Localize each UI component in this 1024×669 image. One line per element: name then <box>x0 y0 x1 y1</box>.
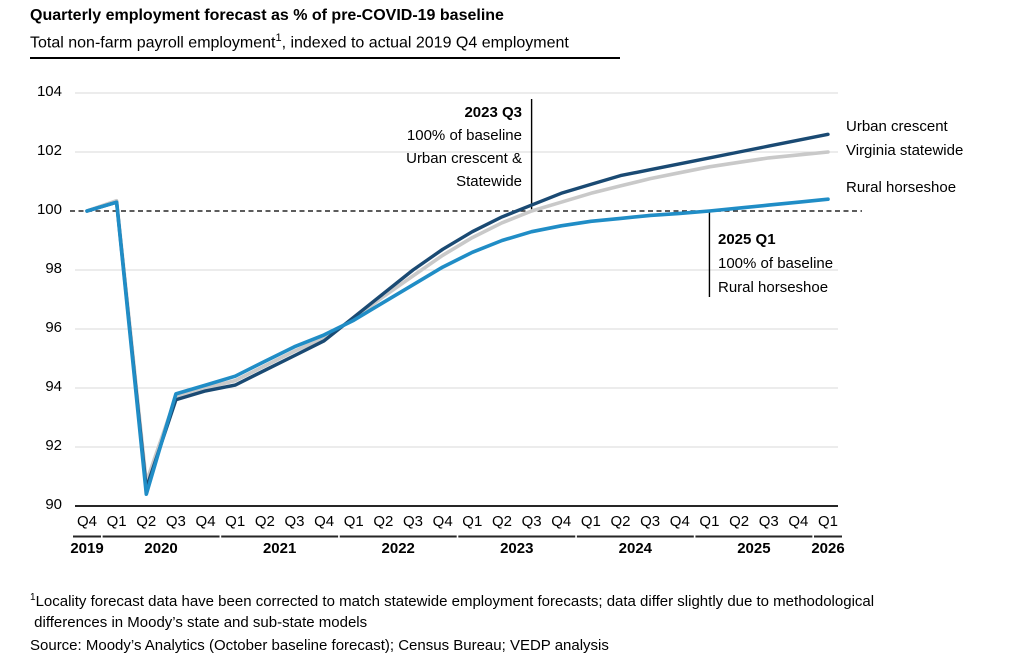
y-tick-94: 94 <box>45 378 62 395</box>
footnote-sup: 1 <box>30 592 36 603</box>
y-tick-102: 102 <box>36 142 62 159</box>
x-tick-2020-Q2: Q2 <box>136 513 157 530</box>
x-tick-2026-Q1: Q1 <box>817 513 838 530</box>
title-underline <box>30 57 620 59</box>
annotation-2025-q1-title: 2025 Q1 <box>718 231 776 248</box>
x-tick-2025-Q4: Q4 <box>788 513 809 530</box>
footnote-line2: differences in Moody’s state and sub-sta… <box>30 614 368 631</box>
x-tick-2025-Q3: Q3 <box>758 513 779 530</box>
x-tick-2024-Q4: Q4 <box>669 513 690 530</box>
x-tick-2022-Q3: Q3 <box>403 513 424 530</box>
x-year-label-2021: 2021 <box>262 540 297 557</box>
chart-subtitle: Total non-farm payroll employment1, inde… <box>30 32 569 52</box>
x-tick-2020-Q4: Q4 <box>195 513 216 530</box>
annotation-2023-q3-line1: 100% of baseline <box>406 127 522 144</box>
annotation-2025-q1: 2025 Q1 100% of baseline Rural horseshoe <box>718 228 833 300</box>
footnote-text1: Locality forecast data have been correct… <box>35 593 875 610</box>
x-year-label-2022: 2022 <box>381 540 415 557</box>
footnote-line1: 1Locality forecast data have been correc… <box>30 592 874 610</box>
x-tick-2024-Q1: Q1 <box>580 513 601 530</box>
source-line: Source: Moody’s Analytics (October basel… <box>30 637 609 654</box>
y-tick-100: 100 <box>36 201 62 218</box>
x-tick-2020-Q1: Q1 <box>106 513 127 530</box>
x-tick-2024-Q2: Q2 <box>610 513 631 530</box>
y-tick-96: 96 <box>45 319 62 336</box>
annotation-2023-q3-line3: Statewide <box>456 173 522 190</box>
subtitle-text: Total non-farm payroll employment <box>30 34 276 52</box>
legend-label-urban-crescent: Urban crescent <box>846 118 948 135</box>
x-tick-2023-Q1: Q1 <box>462 513 483 530</box>
annotation-2023-q3: 2023 Q3 100% of baseline Urban crescent … <box>322 101 522 193</box>
annotation-2023-q3-line2: Urban crescent & <box>406 150 522 167</box>
x-tick-2020-Q3: Q3 <box>165 513 186 530</box>
series-line-virginia-statewide <box>85 150 830 485</box>
y-tick-104: 104 <box>36 83 62 100</box>
series-line-urban-crescent <box>85 132 830 490</box>
x-tick-2023-Q3: Q3 <box>521 513 542 530</box>
x-tick-2021-Q2: Q2 <box>254 513 275 530</box>
x-tick-2022-Q4: Q4 <box>432 513 453 530</box>
x-tick-2023-Q2: Q2 <box>491 513 512 530</box>
y-tick-98: 98 <box>45 260 62 277</box>
x-tick-2024-Q3: Q3 <box>640 513 661 530</box>
x-year-label-2025: 2025 <box>737 540 771 557</box>
annotation-2023-q3-title: 2023 Q3 <box>464 104 522 121</box>
x-year-label-2020: 2020 <box>144 540 178 557</box>
x-tick-2022-Q2: Q2 <box>373 513 394 530</box>
y-tick-92: 92 <box>45 437 62 454</box>
x-tick-2021-Q1: Q1 <box>225 513 246 530</box>
footnote-marker: 1 <box>275 32 282 44</box>
x-year-label-2024: 2024 <box>618 540 653 557</box>
annotation-2025-q1-line2: Rural horseshoe <box>718 279 829 296</box>
series-line-rural-horseshoe <box>85 197 830 497</box>
y-tick-90: 90 <box>45 496 62 513</box>
x-year-label-2026: 2026 <box>811 540 845 557</box>
x-tick-2025-Q2: Q2 <box>729 513 750 530</box>
legend-label-virginia-statewide: Virginia statewide <box>846 142 964 159</box>
annotation-2025-q1-line1: 100% of baseline <box>718 255 834 272</box>
x-year-label-2023: 2023 <box>500 540 534 557</box>
x-tick-2023-Q4: Q4 <box>551 513 572 530</box>
subtitle-text-2: , indexed to actual 2019 Q4 employment <box>281 34 569 52</box>
chart-title: Quarterly employment forecast as % of pr… <box>30 7 504 24</box>
x-tick-2021-Q4: Q4 <box>314 513 335 530</box>
x-tick-2021-Q3: Q3 <box>284 513 305 530</box>
legend-label-rural-horseshoe: Rural horseshoe <box>846 179 957 196</box>
x-tick-2022-Q1: Q1 <box>343 513 364 530</box>
x-tick-2019-Q4: Q4 <box>76 513 97 530</box>
x-tick-2025-Q1: Q1 <box>699 513 720 530</box>
x-year-label-2019: 2019 <box>70 540 104 557</box>
